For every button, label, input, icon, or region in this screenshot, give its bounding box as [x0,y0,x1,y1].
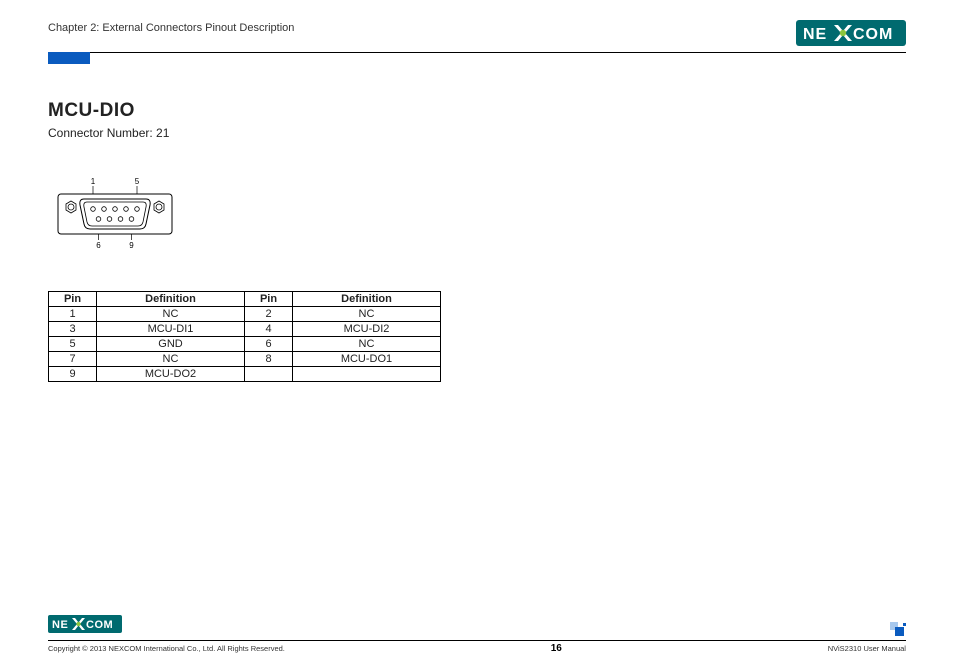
section-title: MCU-DIO [48,100,906,122]
chapter-title: Chapter 2: External Connectors Pinout De… [48,22,294,34]
header-blue-bar [48,52,90,64]
footer-divider [48,640,906,641]
pin-label-9: 9 [129,241,134,250]
page-footer: NE COM Copyright © 2013 NEXCOM Internati [48,615,906,654]
manual-name: NViS2310 User Manual [828,644,906,653]
th-pin-1: Pin [49,292,97,307]
copyright-text: Copyright © 2013 NEXCOM International Co… [48,644,285,653]
page-header: Chapter 2: External Connectors Pinout De… [48,20,906,48]
table-row: 3 MCU-DI1 4 MCU-DI2 [49,322,441,337]
pin-label-1: 1 [91,177,96,186]
screw-left-icon [66,201,76,213]
header-divider [48,52,906,53]
svg-text:COM: COM [86,619,113,631]
page-number: 16 [551,643,562,654]
table-row: 9 MCU-DO2 [49,367,441,382]
table-row: 1 NC 2 NC [49,307,441,322]
page-root: Chapter 2: External Connectors Pinout De… [0,0,954,672]
svg-text:NE: NE [52,619,68,631]
pin-label-5: 5 [135,177,140,186]
footer-deco-icon [890,622,906,638]
logo-bottom: NE COM [48,615,122,638]
content-area: MCU-DIO Connector Number: 21 1 5 [48,100,906,382]
connector-number: Connector Number: 21 [48,126,906,140]
connector-diagram: 1 5 [52,176,906,255]
table-header-row: Pin Definition Pin Definition [49,292,441,307]
table-row: 7 NC 8 MCU-DO1 [49,352,441,367]
table-body: 1 NC 2 NC 3 MCU-DI1 4 MCU-DI2 5 GND 6 NC [49,307,441,382]
svg-text:COM: COM [853,26,893,43]
th-def-1: Definition [97,292,245,307]
footer-bar: NE COM [48,615,906,638]
table-row: 5 GND 6 NC [49,337,441,352]
pinout-table: Pin Definition Pin Definition 1 NC 2 NC … [48,291,441,382]
logo-top: NE COM [796,20,906,51]
svg-text:NE: NE [803,26,827,43]
th-def-2: Definition [293,292,441,307]
screw-right-icon [154,201,164,213]
footer-row: Copyright © 2013 NEXCOM International Co… [48,643,906,654]
th-pin-2: Pin [245,292,293,307]
pin-label-6: 6 [96,241,101,250]
